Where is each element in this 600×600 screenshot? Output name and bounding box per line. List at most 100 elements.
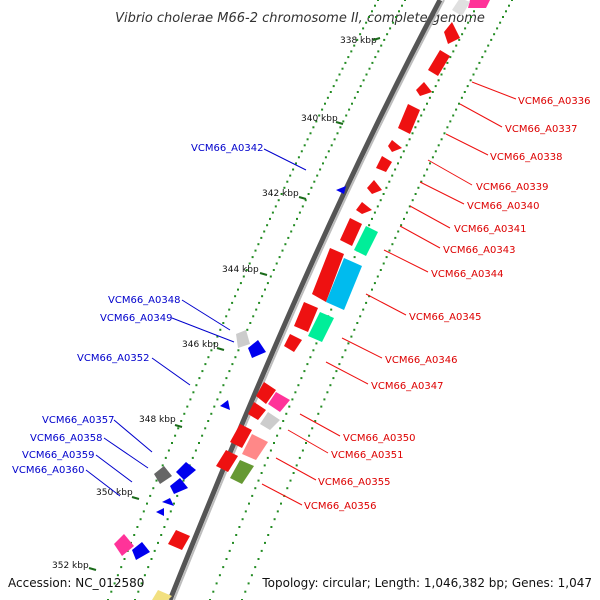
tick-dot — [298, 456, 301, 459]
tick-dot — [467, 21, 470, 24]
tick-dot — [490, 38, 493, 41]
tick-dot — [174, 434, 177, 437]
tick-dot — [505, 10, 507, 13]
tick-dot — [303, 370, 306, 373]
tick-dot — [458, 38, 461, 41]
gene-arrow — [354, 226, 378, 256]
gene-arrow — [236, 330, 250, 348]
tick-label-348: 348 kbp — [139, 415, 176, 425]
tick-dot — [173, 502, 175, 505]
tick-dot — [191, 456, 194, 459]
tick-dot — [293, 224, 296, 227]
tick-dot — [338, 363, 341, 366]
tick-dot — [374, 56, 377, 59]
tick-dot — [133, 534, 136, 536]
tick-dot — [332, 85, 335, 88]
tick-dot — [455, 108, 458, 111]
tick-dot — [300, 150, 303, 153]
tick-dot — [385, 256, 388, 259]
tick-dot — [487, 44, 490, 47]
tick-dot — [219, 391, 222, 394]
tick-dot — [306, 363, 309, 366]
gene-arrow — [248, 402, 266, 420]
tick-dot — [385, 186, 388, 189]
tick-dot — [222, 322, 225, 324]
tick-dot — [324, 156, 327, 159]
tick-dot — [254, 487, 257, 490]
gene-arrow — [468, 0, 490, 8]
gene-arrow — [248, 340, 266, 358]
tick-dot — [423, 108, 426, 111]
tick-dot — [389, 27, 392, 30]
tick-dot — [362, 308, 365, 311]
tick-dot — [213, 342, 216, 345]
tick-dot — [417, 120, 420, 123]
gene-label: VCM66_A0343 — [443, 245, 515, 256]
tick-dot — [216, 335, 219, 338]
gene-arrow — [156, 508, 164, 516]
tick-dot — [312, 349, 315, 352]
tick-dot — [345, 114, 348, 117]
tick-dot — [469, 79, 472, 82]
tick-dot — [278, 256, 281, 259]
tick-dot — [440, 73, 443, 76]
tick-dot — [368, 295, 371, 298]
tick-dot — [484, 50, 487, 53]
gene-arrow — [114, 534, 134, 556]
tick-dot — [314, 420, 317, 422]
tick-dot — [374, 4, 376, 7]
tick-dot — [113, 582, 116, 585]
tick-dot — [365, 21, 368, 24]
tick-dot — [225, 377, 228, 380]
tick-dot — [377, 0, 379, 1]
tick-dot — [289, 479, 292, 482]
tick-dot — [316, 174, 319, 177]
tick-dot — [434, 85, 437, 88]
tick-dot — [269, 449, 272, 452]
gene-arrow — [444, 22, 460, 44]
tick-dot — [431, 91, 434, 93]
tick-dot — [295, 162, 297, 165]
gene-label: VCM66_A0350 — [343, 433, 415, 444]
reverse-gene-label-text: VCM66_A0342 VCM66_A0348 VCM66_A0349 VCM6… — [12, 143, 263, 476]
gene-label: VCM66_A0339 — [476, 182, 548, 193]
gene-label: VCM66_A0358 — [30, 433, 102, 444]
tick-dot — [379, 269, 382, 271]
tick-dot — [182, 479, 185, 482]
gene-arrow — [268, 392, 290, 412]
tick-dot — [408, 138, 411, 141]
tick-dot — [297, 384, 300, 387]
tick-dot — [377, 50, 380, 53]
gene-label: VCM66_A0357 — [42, 415, 114, 426]
gene-arrow — [388, 140, 402, 152]
tick-dot — [146, 502, 148, 505]
tick-dot — [464, 27, 467, 30]
gene-label: VCM66_A0352 — [77, 353, 149, 364]
tick-dot — [339, 126, 342, 129]
tick-dot — [248, 262, 251, 265]
tick-dot — [264, 288, 266, 291]
tick-dot — [291, 398, 294, 401]
tick-dot — [395, 16, 397, 18]
tick-dot — [401, 4, 403, 7]
tick-dot — [405, 211, 408, 214]
gene-label: VCM66_A0355 — [318, 477, 390, 488]
tick-dot — [365, 301, 368, 304]
gene-arrow — [168, 530, 190, 550]
tick-dot — [163, 526, 166, 528]
tick-dot — [315, 120, 318, 123]
tick-label-350: 350 kbp — [96, 488, 133, 498]
tick-dot — [502, 16, 504, 18]
tick-dot — [414, 126, 417, 129]
tick-dot — [347, 56, 350, 59]
tick-dot — [350, 335, 353, 338]
gene-arrow — [152, 590, 172, 600]
tick-dot — [335, 79, 338, 82]
tick-dot — [239, 282, 242, 285]
tick-dot — [277, 199, 280, 202]
gene-label: VCM66_A0342 — [191, 143, 263, 154]
tick-dot — [341, 356, 344, 359]
tick-dot — [280, 193, 283, 195]
tick-dot — [429, 162, 431, 165]
